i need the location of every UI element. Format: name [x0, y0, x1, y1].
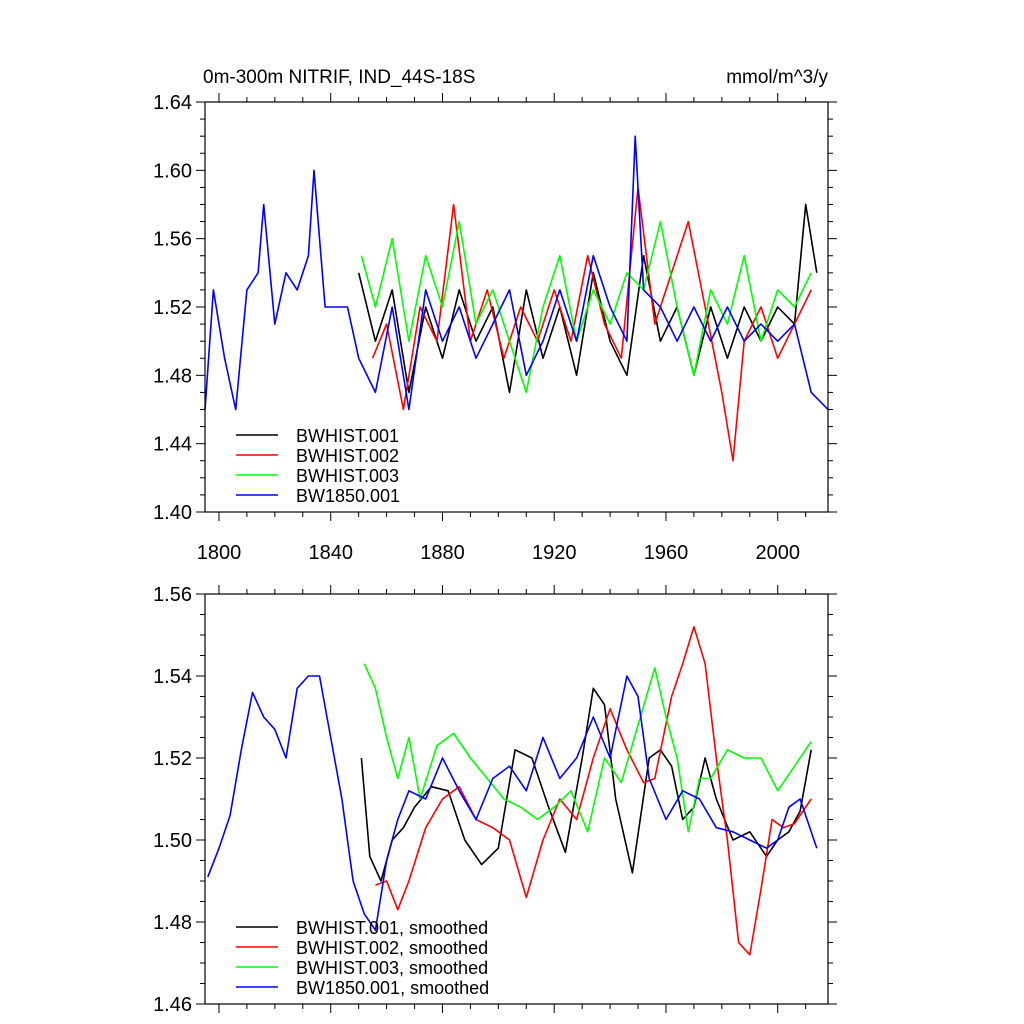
top-panel-units: mmol/m^3/y: [726, 67, 828, 88]
x-tick-label: 1800: [197, 542, 242, 564]
y-tick-label: 1.56: [153, 584, 192, 606]
series-line-4: [204, 135, 829, 411]
y-tick-label: 1.48: [153, 912, 192, 934]
series-line-2: [375, 625, 812, 956]
y-tick-label: 1.54: [153, 666, 192, 688]
bottom-panel: 1.46 1.48 1.50 1.52 1.54 1.56 BWHIST.001, smo…: [153, 584, 837, 1016]
x-tick-label: 2000: [755, 542, 800, 564]
legend-label-4: BW1850.001: [296, 486, 400, 506]
y-tick-label: 1.44: [153, 434, 192, 456]
y-tick-label: 1.60: [153, 160, 192, 182]
x-tick-label: 1960: [644, 542, 689, 564]
legend-label-1: BWHIST.001, smoothed: [296, 918, 488, 938]
x-tick-label: 1880: [420, 542, 465, 564]
legend-label-2: BWHIST.002, smoothed: [296, 938, 488, 958]
series-line-2: [371, 186, 812, 462]
y-tick-label: 1.50: [153, 830, 192, 852]
x-tick-label: 1840: [308, 542, 353, 564]
legend-label-3: BWHIST.003, smoothed: [296, 958, 488, 978]
top-panel-lines: [204, 135, 829, 462]
y-tick-label: 1.46: [153, 994, 192, 1016]
series-line-4: [207, 675, 818, 932]
bottom-panel-lines: [207, 625, 818, 956]
series-line-3: [363, 663, 812, 833]
bottom-panel-ticks: 1.46 1.48 1.50 1.52 1.54 1.56: [153, 584, 837, 1016]
legend-label-3: BWHIST.003: [296, 466, 399, 486]
top-panel: 0m-300m NITRIF, IND_44S-18S mmol/m^3/y 1…: [153, 67, 837, 564]
y-tick-label: 1.64: [153, 92, 192, 114]
series-line-3: [360, 220, 812, 394]
y-tick-label: 1.52: [153, 297, 192, 319]
top-panel-title: 0m-300m NITRIF, IND_44S-18S: [203, 67, 475, 88]
top-panel-ticks: 1.40 1.44 1.48 1.52 1.56 1.60 1.64 1800 1840 1880…: [153, 92, 837, 564]
y-tick-label: 1.56: [153, 229, 192, 251]
top-panel-frame: [204, 101, 829, 513]
y-tick-label: 1.48: [153, 365, 192, 387]
series-line-1: [357, 203, 818, 394]
legend-label-4: BW1850.001, smoothed: [296, 978, 489, 998]
bottom-panel-frame: [204, 593, 829, 1005]
y-tick-label: 1.40: [153, 502, 192, 524]
y-tick-label: 1.52: [153, 748, 192, 770]
x-tick-label: 1920: [532, 542, 577, 564]
legend-label-2: BWHIST.002: [296, 446, 399, 466]
legend-label-1: BWHIST.001: [296, 426, 399, 446]
